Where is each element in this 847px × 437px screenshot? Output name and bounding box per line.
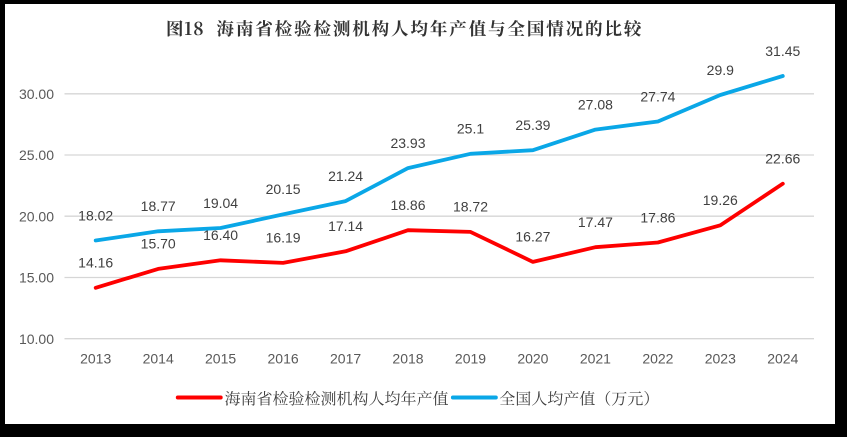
svg-text:29.9: 29.9	[707, 62, 734, 78]
svg-text:2018: 2018	[392, 351, 423, 367]
svg-text:25.00: 25.00	[19, 147, 54, 163]
svg-text:16.19: 16.19	[266, 230, 301, 246]
svg-text:18.86: 18.86	[390, 197, 425, 213]
svg-text:16.40: 16.40	[203, 227, 238, 243]
svg-text:15.00: 15.00	[19, 270, 54, 286]
svg-text:15.70: 15.70	[141, 236, 176, 252]
svg-text:2019: 2019	[455, 351, 486, 367]
svg-text:10.00: 10.00	[19, 331, 54, 347]
svg-text:17.14: 17.14	[328, 218, 363, 234]
svg-text:21.24: 21.24	[328, 168, 363, 184]
svg-text:2013: 2013	[80, 351, 111, 367]
svg-text:19.26: 19.26	[703, 192, 738, 208]
svg-text:23.93: 23.93	[390, 135, 425, 151]
svg-text:27.74: 27.74	[640, 88, 675, 104]
svg-text:18.77: 18.77	[141, 198, 176, 214]
svg-text:2023: 2023	[705, 351, 736, 367]
svg-text:2021: 2021	[580, 351, 611, 367]
svg-text:17.47: 17.47	[578, 214, 613, 230]
svg-text:18.72: 18.72	[453, 199, 488, 215]
svg-text:2015: 2015	[205, 351, 236, 367]
svg-text:30.00: 30.00	[19, 86, 54, 102]
svg-text:20.15: 20.15	[266, 181, 301, 197]
svg-text:2014: 2014	[143, 351, 174, 367]
svg-text:31.45: 31.45	[765, 43, 800, 59]
svg-text:18.02: 18.02	[78, 207, 113, 223]
svg-text:27.08: 27.08	[578, 96, 613, 112]
svg-text:25.39: 25.39	[515, 117, 550, 133]
svg-text:14.16: 14.16	[78, 255, 113, 271]
svg-text:19.04: 19.04	[203, 195, 238, 211]
svg-text:17.86: 17.86	[640, 209, 675, 225]
svg-text:22.66: 22.66	[765, 151, 800, 167]
svg-text:2016: 2016	[268, 351, 299, 367]
svg-text:25.1: 25.1	[457, 121, 484, 137]
svg-text:2024: 2024	[767, 351, 798, 367]
svg-text:2022: 2022	[642, 351, 673, 367]
svg-text:2017: 2017	[330, 351, 361, 367]
svg-text:20.00: 20.00	[19, 208, 54, 224]
svg-text:2020: 2020	[517, 351, 548, 367]
svg-text:16.27: 16.27	[515, 229, 550, 245]
